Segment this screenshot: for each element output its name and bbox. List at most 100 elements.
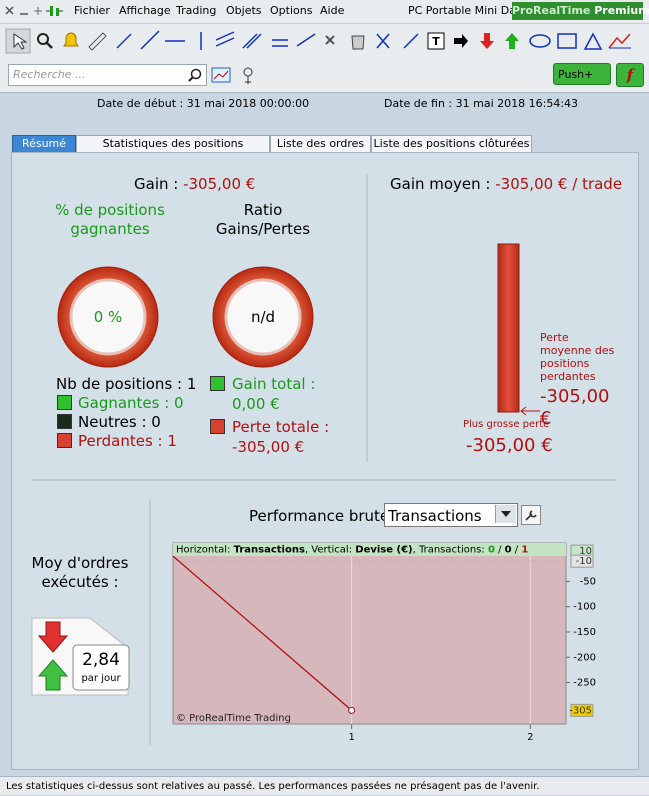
ratio-label: Ratio Gains/Pertes	[215, 201, 311, 238]
tab[interactable]: Liste des ordres	[270, 135, 371, 152]
header-part: 1	[521, 545, 528, 556]
y-tick-label: -250	[573, 678, 596, 689]
level-label-box	[570, 703, 594, 717]
chart-header: Horizontal: Transactions, Vertical: Devi…	[176, 545, 528, 556]
avg-loss: -305,00 €	[540, 386, 610, 429]
watermark: © ProRealTime Trading	[176, 713, 291, 724]
settings-button[interactable]	[521, 505, 541, 525]
header-part: Horizontal:	[176, 545, 234, 556]
header-part: Transactions	[234, 545, 305, 556]
level-label-box	[570, 554, 594, 568]
avg-loss-label: Perte moyenne des positions perdantes	[540, 331, 615, 383]
win-pct-label: % de positions gagnantes	[55, 201, 165, 238]
legend-swatch	[57, 414, 72, 429]
header-part: 0	[505, 545, 512, 556]
menu-item[interactable]: Objets	[226, 4, 262, 17]
menu-bar: Fichier Affichage Trading Objets Options…	[0, 0, 649, 24]
start-label: Date de début :	[97, 97, 184, 110]
tab-active[interactable]: Résumé	[12, 135, 76, 152]
push-button[interactable]: Push+	[553, 63, 611, 85]
gain: Gain : -305,00 €	[134, 175, 255, 193]
legend-swatch	[210, 376, 225, 391]
header-part: /	[512, 545, 522, 556]
brand-name: ProRealTime	[512, 4, 591, 17]
performance-select[interactable]: Transactions	[384, 503, 518, 527]
orders-value: 2,84	[82, 650, 120, 670]
gain-value: -305,00 €	[183, 175, 256, 193]
win-pct: 0 %	[93, 308, 123, 326]
select-arrow	[495, 505, 516, 523]
max-loss: -305,00 €	[466, 435, 553, 456]
neutral: Neutres : 0	[78, 413, 161, 431]
total-gain: 0,00 €	[232, 395, 280, 413]
search-row: Recherche ... Push+ f	[0, 58, 649, 93]
brand-edition: Premium	[594, 4, 649, 17]
ratio: n/d	[250, 308, 276, 326]
avg-gain-value: -305,00 € / trade	[495, 175, 623, 193]
performance-line	[172, 555, 353, 711]
header-part: /	[495, 545, 505, 556]
legend-swatch	[57, 395, 72, 410]
menu-item[interactable]: Options	[270, 4, 313, 17]
gain-label: Gain :	[134, 175, 179, 193]
header-part: , Transactions:	[413, 545, 488, 556]
y-tick-label: -100	[573, 602, 596, 613]
toolbar: T	[0, 24, 649, 58]
function-button[interactable]: f	[616, 63, 644, 87]
y-tick-label: -150	[573, 627, 596, 638]
search-placeholder: Recherche ...	[13, 68, 86, 81]
orders-unit: par jour	[81, 673, 121, 684]
start-value: 31 mai 2018 00:00:00	[186, 97, 310, 110]
max-loss-label: Plus grosse perte	[463, 419, 550, 430]
losers: Perdantes : 1	[78, 432, 177, 450]
plot-area	[172, 542, 567, 725]
winners: Gagnantes : 0	[78, 394, 184, 412]
push-label: Push+	[558, 68, 594, 81]
window-controls	[5, 6, 63, 16]
header-part: 0	[488, 545, 495, 556]
level-label: 10	[579, 546, 592, 557]
positions: Nb de positions : 1	[56, 375, 197, 393]
total-loss-label: Perte totale :	[232, 418, 330, 436]
performance-title: Performance brute	[249, 507, 390, 525]
total-loss: -305,00 €	[232, 438, 305, 456]
window-title: PC Portable Mini Dax	[408, 4, 523, 17]
avg-gain: Gain moyen : -305,00 € / trade	[390, 175, 622, 193]
menu-item[interactable]: Fichier	[74, 4, 110, 17]
tab[interactable]: Liste des positions clôturées	[371, 135, 532, 152]
chart-header-band	[173, 543, 566, 556]
level-label: -10	[576, 556, 592, 567]
avg-gain-label: Gain moyen :	[390, 175, 491, 193]
end-label: Date de fin :	[384, 97, 453, 110]
legend-swatch	[210, 419, 225, 434]
orders-icon	[31, 617, 130, 696]
total-gain-label: Gain total :	[232, 375, 316, 393]
menu-item[interactable]: Trading	[176, 4, 217, 17]
start-date: Date de début : 31 mai 2018 00:00:00	[97, 97, 309, 110]
header-part: Devise (€)	[355, 545, 412, 556]
menu-item[interactable]: Affichage	[119, 4, 171, 17]
search-tools[interactable]	[210, 64, 260, 86]
end-date: Date de fin : 31 mai 2018 16:54:43	[384, 97, 578, 110]
footer: Les statistiques ci-dessus sont relative…	[0, 776, 649, 795]
brand: ProRealTime Premium	[512, 2, 649, 20]
orders-label: Moy d'ordres exécutés :	[31, 554, 129, 591]
menu-item[interactable]: Aide	[320, 4, 345, 17]
search-box[interactable]: Recherche ...	[8, 64, 207, 86]
y-tick-label: -200	[573, 652, 596, 663]
toolbar-icons: T	[5, 28, 631, 54]
header-part: , Vertical:	[305, 545, 355, 556]
last-point	[348, 706, 356, 714]
search-icon	[188, 68, 202, 82]
select-value: Transactions	[388, 507, 482, 525]
svg-text:T: T	[432, 35, 440, 48]
footer-text: Les statistiques ci-dessus sont relative…	[6, 781, 540, 792]
y-tick-label: -50	[580, 576, 596, 587]
end-value: 31 mai 2018 16:54:43	[455, 97, 579, 110]
x-tick-label: 2	[527, 732, 533, 743]
level-label: -305	[569, 705, 592, 716]
legend-swatch	[57, 433, 72, 448]
